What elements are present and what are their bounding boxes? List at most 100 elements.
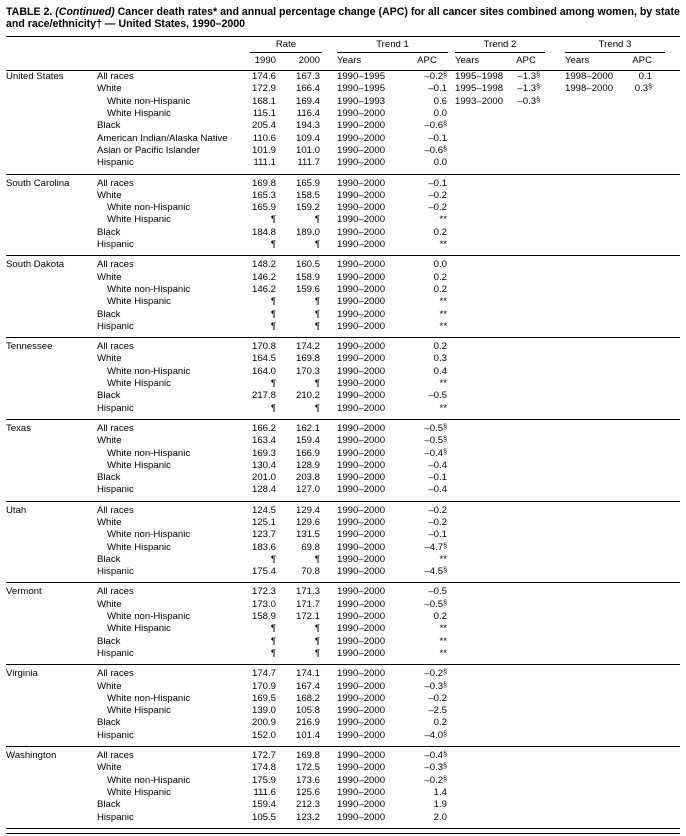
trend3-years-cell (554, 542, 620, 554)
trend2-years-cell (448, 705, 512, 717)
trend3-years-cell (554, 157, 620, 174)
trend1-years-cell: 1990–2000 (337, 729, 386, 741)
state-cell: South Dakota (6, 255, 96, 272)
trend3-years-cell (554, 227, 620, 239)
rate-2000-cell: 212.3 (296, 799, 321, 811)
table-row: Hispanic 105.5 123.2 1990–2000 2.0 (6, 812, 680, 829)
trend1-apc-cell: –0.4 (428, 459, 448, 471)
rate-2000-cell: ¶ (314, 214, 321, 226)
table-row: White Hispanic 111.6 125.6 1990–2000 1.4 (6, 787, 680, 799)
trend2-apc-cell (512, 366, 554, 378)
trend2-years-cell (448, 599, 512, 611)
state-cell (6, 390, 96, 402)
race-ethnicity-cell: White non-Hispanic (107, 447, 191, 459)
table-row: White Hispanic 183.6 69.8 1990–2000 –4.7§ (6, 542, 680, 554)
trend2-years-cell (448, 120, 512, 132)
trend1-years-cell: 1990–2000 (337, 635, 386, 647)
trend2-years-cell (448, 648, 512, 665)
trend1-apc-cell: –0.2 (428, 189, 448, 201)
trend3-years-cell (554, 120, 620, 132)
table-row: White 173.0 171.7 1990–2000 –0.5§ (6, 599, 680, 611)
rate-1990-cell: 169.5 (251, 692, 276, 704)
rate-1990-cell: ¶ (270, 635, 276, 647)
trend3-apc-cell (620, 484, 680, 501)
col-header-trend1-apc: APC (406, 52, 449, 72)
trend1-apc-cell: –4.7§ (424, 541, 448, 553)
trend3-years-cell (554, 96, 620, 108)
table-row: White 163.4 159.4 1990–2000 –0.5§ (6, 435, 680, 447)
state-cell (6, 636, 96, 648)
table-row: Vermont All races 172.3 171.3 1990–2000 –0.5 (6, 582, 681, 599)
race-ethnicity-cell: Hispanic (97, 320, 134, 332)
trend2-apc-cell (512, 390, 554, 402)
trend3-years-cell (554, 623, 620, 635)
rate-1990-cell: 169.8 (236, 173, 278, 190)
rate-2000-cell: 169.8 (296, 353, 321, 365)
trend2-apc-cell (512, 337, 555, 354)
race-ethnicity-cell: Black (97, 308, 121, 320)
trend3-apc-cell (620, 730, 680, 747)
rate-2000-cell: 159.4 (296, 435, 321, 447)
table-row: White Hispanic 139.0 105.8 1990–2000 –2.5 (6, 705, 680, 717)
trend3-apc-cell (620, 96, 680, 108)
race-ethnicity-cell: White Hispanic (107, 108, 171, 120)
trend2-years-cell (448, 353, 512, 365)
trend1-apc-cell: –0.2§ (424, 71, 448, 83)
trend1-apc-cell: 0.2 (433, 271, 448, 283)
trend3-years-cell (554, 472, 620, 484)
trend1-years-cell: 1990–2000 (337, 647, 386, 659)
trend1-years-cell: 1990–2000 (337, 516, 386, 528)
trend1-apc-cell: –4.0§ (424, 729, 448, 741)
trend3-years-cell (554, 664, 621, 681)
spacer-cell (6, 52, 96, 72)
trend1-apc-cell: –4.5§ (424, 566, 448, 578)
trend1-years-cell: 1990–2000 (337, 623, 386, 635)
state-cell (6, 717, 96, 729)
trend3-apc-cell (620, 337, 681, 354)
rate-1990-cell: 146.2 (251, 271, 276, 283)
trend3-apc-cell (620, 214, 680, 226)
trend2-apc-cell (512, 566, 554, 583)
rate-2000-cell: 203.8 (296, 472, 321, 484)
table-row: Utah All races 124.5 129.4 1990–2000 –0.2 (6, 500, 681, 517)
race-ethnicity-cell: All races (96, 418, 236, 436)
table-row: American Indian/Alaska Native 110.6 109.4 1… (6, 133, 680, 145)
state-cell (6, 366, 96, 378)
rate-1990-cell: 123.7 (251, 529, 276, 541)
race-ethnicity-cell: White (97, 353, 122, 365)
trend3-years-cell (554, 214, 620, 226)
trend3-apc-cell (620, 681, 680, 693)
state-cell (6, 529, 96, 541)
trend3-years-cell (554, 108, 620, 120)
trend1-group-label: Trend 1 (337, 39, 449, 53)
state-cell (6, 157, 96, 174)
state-cell (6, 83, 96, 95)
trend2-years-cell (448, 173, 513, 190)
trend3-years-cell (554, 746, 621, 763)
rate-1990-cell: 101.9 (251, 144, 276, 156)
state-cell (6, 566, 96, 583)
state-cell: United States (6, 71, 64, 83)
trend1-years-cell: 1990–2000 (337, 786, 386, 798)
trend3-apc-cell (620, 309, 680, 321)
trend2-apc-cell (512, 717, 554, 729)
rate-2000-cell: 167.3 (296, 71, 321, 83)
state-cell (6, 812, 96, 829)
race-ethnicity-cell: All races (96, 255, 236, 272)
state-cell (6, 542, 96, 554)
trend3-apc-cell (620, 611, 680, 623)
rate-1990-cell: ¶ (270, 239, 276, 251)
rate-2000-cell: 70.8 (301, 566, 321, 578)
trend3-apc-cell: 0.3§ (634, 83, 653, 95)
col-header-trend2-apc: APC (512, 52, 555, 72)
trend3-apc-cell (620, 787, 680, 799)
trend3-apc-cell (620, 435, 680, 447)
trend1-apc-cell: 0.2 (433, 717, 448, 729)
trend3-years-cell (554, 566, 620, 583)
table-row: Hispanic ¶ ¶ 1990–2000 ** (6, 648, 680, 665)
rate-2000-cell: ¶ (314, 296, 321, 308)
rate-2000-cell: ¶ (314, 623, 321, 635)
race-ethnicity-cell: White Hispanic (107, 786, 171, 798)
race-ethnicity-cell: White non-Hispanic (107, 95, 191, 107)
race-ethnicity-cell: White (97, 516, 122, 528)
